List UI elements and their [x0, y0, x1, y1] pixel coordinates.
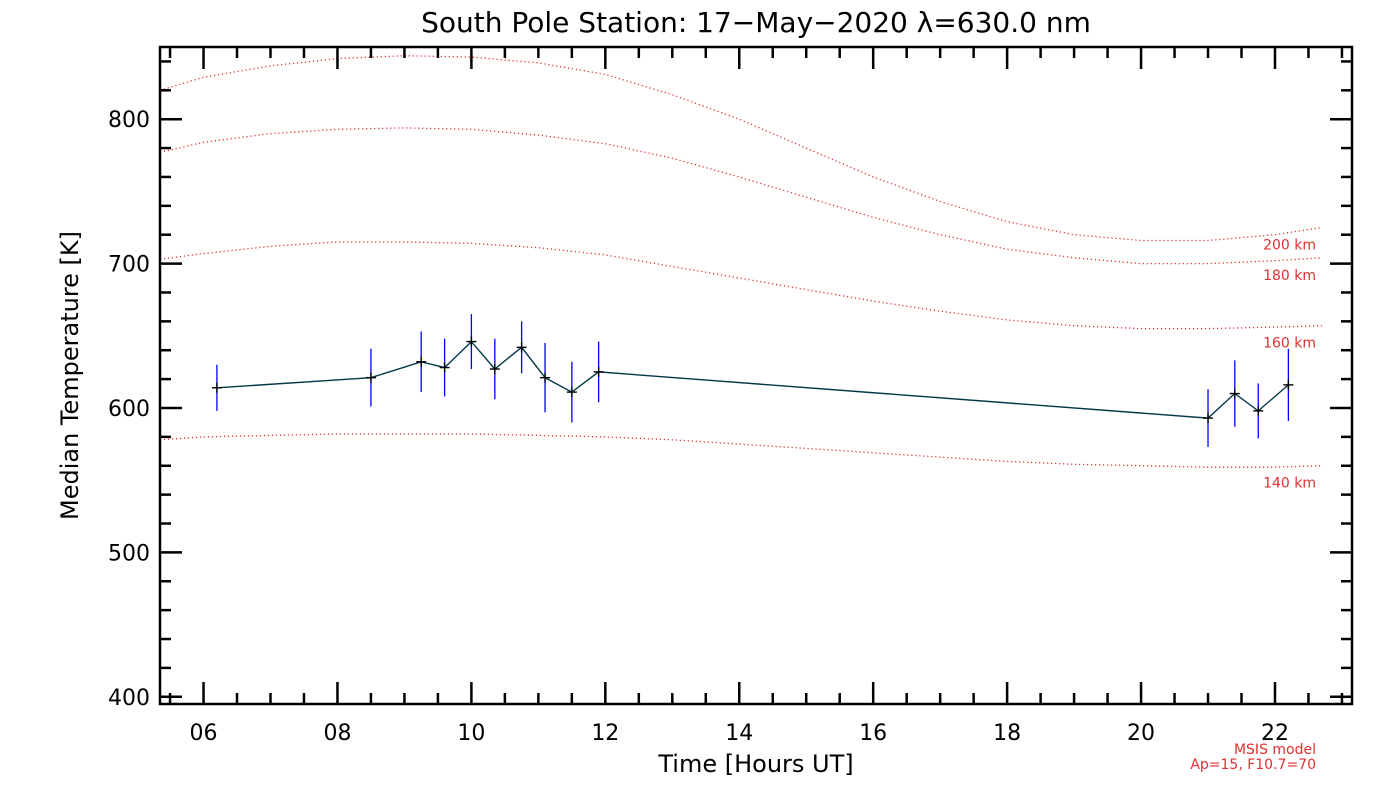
- x-tick-label: 10: [457, 721, 485, 746]
- data-point: [1283, 379, 1294, 390]
- y-axis-label: Median Temperature [K]: [56, 231, 84, 520]
- model-curve-160-km: [159, 241, 1322, 330]
- x-axis-label: Time [Hours UT]: [657, 750, 853, 778]
- data-point: [1229, 388, 1240, 399]
- data-point: [566, 387, 577, 398]
- model-curve-label: 140 km: [1263, 476, 1316, 492]
- model-curves: 200 km 180 km 160 km 140 km: [159, 55, 1322, 492]
- data-point: [466, 336, 477, 347]
- axis-ticks: 06 08 10 12 14 16 18 20 22 400 500 600 700 800: [108, 47, 1352, 746]
- x-tick-label: 16: [859, 721, 887, 746]
- y-tick-label: 600: [108, 397, 150, 422]
- data-point: [416, 356, 427, 367]
- series-line: [216, 340, 1289, 419]
- model-annotation-line-2: Ap=15, F10.7=70: [1190, 757, 1316, 773]
- y-tick-label: 400: [108, 686, 150, 711]
- plot-frame: [158, 45, 1354, 706]
- model-curve-label: 160 km: [1263, 336, 1316, 352]
- x-tick-label: 14: [725, 721, 753, 746]
- x-tick-label: 08: [323, 721, 351, 746]
- y-tick-label: 500: [108, 541, 150, 566]
- x-tick-label: 12: [591, 721, 619, 746]
- data-point: [211, 382, 222, 393]
- data-point: [489, 364, 500, 375]
- model-curve-200-km: [159, 55, 1322, 242]
- data-point: [1203, 413, 1214, 424]
- data-point: [439, 362, 450, 373]
- data-point: [540, 372, 551, 383]
- chart-title: South Pole Station: 17−May−2020 λ=630.0 …: [421, 6, 1091, 39]
- data-point: [365, 372, 376, 383]
- data-point: [1253, 405, 1264, 416]
- x-tick-label: 18: [993, 721, 1021, 746]
- data-series: [211, 314, 1294, 447]
- x-tick-label: 20: [1127, 721, 1155, 746]
- data-point: [516, 342, 527, 353]
- model-curve-label: 180 km: [1263, 268, 1316, 284]
- y-tick-label: 800: [108, 108, 150, 133]
- x-tick-label: 06: [190, 721, 218, 746]
- model-curve-140-km: [159, 433, 1322, 468]
- model-curve-label: 200 km: [1263, 237, 1316, 253]
- model-curve-180-km: [159, 127, 1322, 265]
- y-tick-label: 700: [108, 253, 150, 278]
- model-annotation-line-1: MSIS model: [1234, 742, 1316, 758]
- x-tick-label: 22: [1261, 721, 1289, 746]
- data-point: [593, 366, 604, 377]
